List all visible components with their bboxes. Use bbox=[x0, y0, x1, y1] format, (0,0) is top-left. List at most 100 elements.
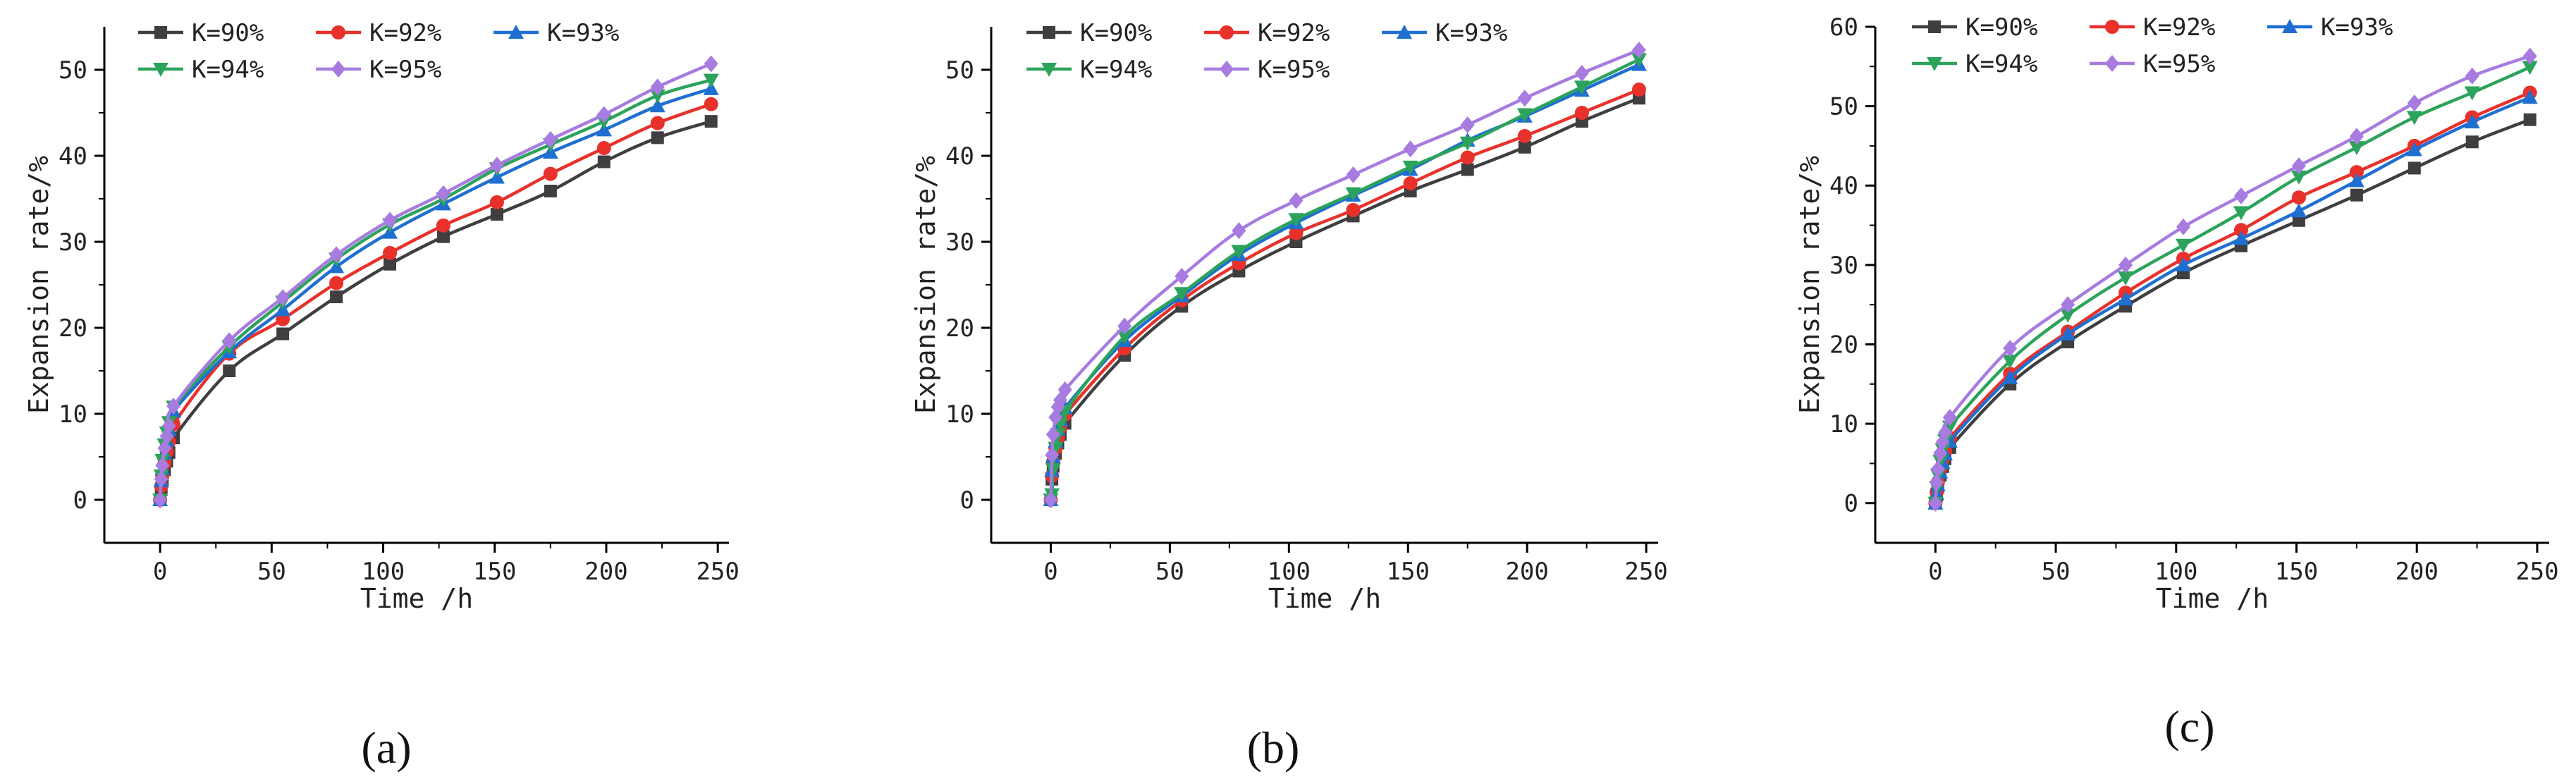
legend-marker bbox=[331, 25, 345, 39]
data-point bbox=[649, 89, 666, 104]
data-point bbox=[1346, 166, 1361, 183]
x-tick-label: 250 bbox=[2515, 558, 2558, 586]
data-point bbox=[436, 185, 450, 202]
series-94 bbox=[152, 73, 719, 508]
data-point bbox=[704, 55, 718, 73]
data-point bbox=[2522, 61, 2538, 75]
y-tick-label: 30 bbox=[59, 228, 87, 257]
data-point bbox=[2522, 47, 2537, 65]
data-point bbox=[596, 106, 611, 123]
data-point bbox=[2407, 94, 2422, 112]
series-92 bbox=[1928, 85, 2537, 510]
data-point bbox=[166, 398, 181, 415]
data-point bbox=[2233, 231, 2249, 245]
y-axis-title: Expansion rate/% bbox=[1794, 156, 1825, 414]
data-point bbox=[1403, 140, 1418, 158]
x-tick-label: 0 bbox=[1043, 558, 1057, 586]
data-point bbox=[489, 195, 504, 209]
data-point bbox=[1231, 245, 1247, 259]
data-point bbox=[155, 457, 170, 474]
legend-label: K=95% bbox=[1258, 56, 1330, 84]
data-point bbox=[436, 218, 450, 233]
data-point bbox=[1045, 446, 1060, 464]
data-point bbox=[2061, 296, 2075, 314]
series-line bbox=[158, 120, 712, 501]
legend-marker bbox=[153, 63, 168, 77]
data-point bbox=[2233, 187, 2248, 204]
data-point bbox=[2465, 67, 2479, 85]
data-point bbox=[276, 289, 290, 307]
x-tick-label: 200 bbox=[1505, 558, 1548, 586]
data-point bbox=[651, 131, 664, 145]
series-92 bbox=[153, 97, 718, 507]
data-point bbox=[489, 169, 505, 184]
legend-marker bbox=[1397, 25, 1412, 39]
data-point bbox=[1518, 140, 1531, 154]
data-point bbox=[1045, 426, 1060, 443]
data-point bbox=[2233, 206, 2249, 221]
data-point bbox=[704, 97, 718, 111]
panel-label: (c) bbox=[2164, 701, 2214, 752]
data-point bbox=[1174, 287, 1190, 302]
x-tick-label: 150 bbox=[473, 558, 516, 586]
legend-marker bbox=[1220, 25, 1234, 39]
legend-label: K=90% bbox=[192, 19, 264, 47]
data-point bbox=[2002, 355, 2018, 369]
data-point bbox=[2349, 128, 2364, 145]
data-point bbox=[1574, 106, 1589, 120]
y-axis-title: Expansion rate/% bbox=[910, 156, 941, 414]
data-point bbox=[1574, 64, 1589, 82]
series-90 bbox=[154, 115, 718, 506]
legend: K=90% K=92% K=93% K=94% K=95% bbox=[1026, 19, 1507, 84]
data-point bbox=[2002, 369, 2018, 384]
data-point bbox=[2003, 340, 2018, 357]
data-point bbox=[2233, 223, 2248, 238]
legend-marker bbox=[1928, 20, 1941, 33]
data-point bbox=[2291, 157, 2306, 175]
data-point bbox=[2060, 308, 2076, 323]
data-point bbox=[1289, 192, 1304, 209]
data-point bbox=[650, 116, 665, 130]
x-tick-label: 150 bbox=[2275, 558, 2318, 586]
data-point bbox=[649, 98, 666, 113]
data-point bbox=[1928, 494, 1943, 512]
legend-label: K=92% bbox=[369, 19, 441, 47]
series-line bbox=[1049, 63, 1640, 501]
series-line bbox=[1049, 97, 1640, 501]
data-point bbox=[383, 211, 398, 229]
y-tick-label: 50 bbox=[945, 56, 974, 85]
legend-label: K=95% bbox=[2143, 50, 2215, 78]
legend: K=90% K=92% K=93% K=94% K=95% bbox=[1912, 13, 2393, 78]
y-tick-label: 50 bbox=[1829, 93, 1858, 121]
data-point bbox=[1930, 474, 1944, 491]
series-line bbox=[1049, 48, 1640, 501]
data-point bbox=[2464, 86, 2480, 101]
data-point bbox=[1346, 202, 1361, 217]
data-point bbox=[490, 207, 503, 221]
x-tick-label: 100 bbox=[2154, 558, 2197, 586]
data-point bbox=[2406, 142, 2422, 157]
data-point bbox=[2350, 188, 2363, 202]
data-point bbox=[1517, 128, 1532, 143]
series-93 bbox=[152, 80, 719, 506]
x-tick-label: 50 bbox=[257, 558, 286, 586]
legend-label: K=94% bbox=[1080, 56, 1152, 84]
data-point bbox=[2292, 214, 2305, 227]
legend-label: K=92% bbox=[2143, 13, 2215, 42]
data-point bbox=[1942, 409, 1957, 427]
legend-marker bbox=[2105, 55, 2119, 72]
series-line bbox=[1934, 54, 2531, 503]
x-tick-label: 250 bbox=[696, 558, 739, 586]
data-point bbox=[1460, 150, 1475, 165]
x-tick-label: 50 bbox=[2042, 558, 2071, 586]
data-point bbox=[2408, 161, 2421, 175]
series-95 bbox=[1043, 41, 1646, 508]
series-line bbox=[1934, 118, 2531, 504]
x-tick-label: 0 bbox=[153, 558, 167, 586]
legend-label: K=94% bbox=[1965, 50, 2037, 78]
data-point bbox=[1174, 267, 1189, 285]
y-tick-label: 40 bbox=[59, 142, 87, 171]
y-tick-label: 40 bbox=[945, 142, 974, 171]
x-tick-label: 250 bbox=[1624, 558, 1667, 586]
